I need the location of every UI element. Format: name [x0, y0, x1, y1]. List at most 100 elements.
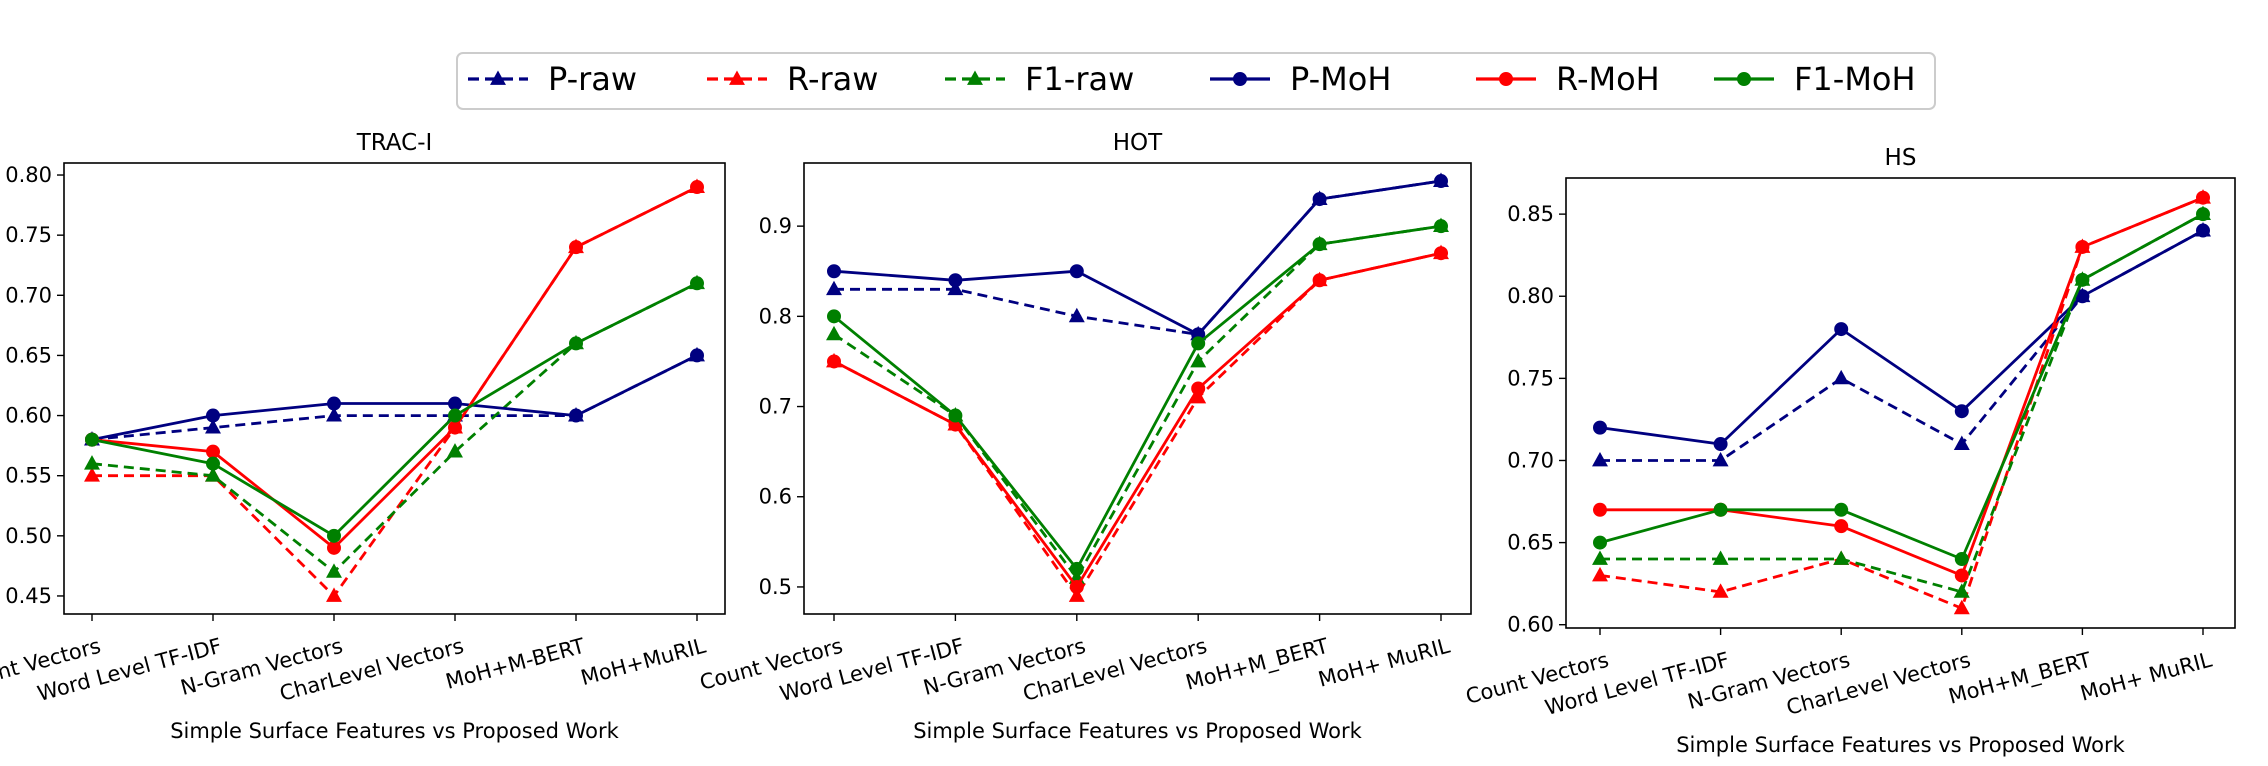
legend-label-r-raw: R-raw — [787, 60, 878, 98]
data-point-p-moh — [1954, 404, 1969, 419]
data-point-p-raw — [1833, 369, 1850, 385]
series-line-r-raw — [1599, 196, 2204, 610]
y-tick-label: 0.80 — [1507, 284, 1554, 308]
chart-title: TRAC-I — [356, 130, 433, 156]
data-point-f1-moh — [1954, 552, 1969, 567]
data-point-p-moh — [948, 273, 963, 288]
data-point-f1-raw — [826, 325, 842, 341]
y-tick-label: 0.75 — [1507, 366, 1554, 390]
data-point-f1-moh — [1834, 502, 1849, 517]
data-point-r-raw — [326, 587, 342, 602]
data-point-p-moh — [1713, 437, 1728, 452]
data-point-r-moh — [1834, 519, 1849, 534]
y-tick-label: 0.80 — [5, 163, 52, 187]
data-point-f1-raw — [1190, 352, 1207, 368]
data-point-f1-moh — [690, 276, 704, 291]
legend-marker-r-raw — [729, 70, 745, 85]
data-point-p-moh — [2196, 223, 2210, 238]
data-point-f1-moh — [2075, 272, 2090, 287]
data-point-p-raw — [1592, 451, 1608, 467]
legend-label-f1-raw: F1-raw — [1025, 60, 1134, 98]
data-point-r-moh — [569, 240, 583, 255]
plot-frame — [63, 162, 726, 615]
y-tick-label: 0.65 — [5, 343, 52, 367]
data-point-f1-moh — [827, 309, 841, 324]
y-tick-label: 0.8 — [759, 304, 792, 328]
data-point-f1-raw — [1953, 583, 1970, 598]
legend-label-p-raw: P-raw — [548, 60, 637, 98]
y-tick-label: 0.6 — [759, 485, 792, 509]
y-tick-label: 0.5 — [759, 575, 792, 599]
x-tick-label: MoH+M-BERT — [443, 634, 587, 694]
data-point-f1-moh — [2196, 207, 2210, 222]
plot-frame — [803, 162, 1472, 615]
y-tick-label: 0.60 — [5, 404, 52, 428]
data-point-r-moh — [1954, 568, 1969, 583]
legend-label-p-moh: P-MoH — [1290, 60, 1391, 98]
data-point-f1-moh — [327, 528, 341, 543]
x-tick-label: MoH+ MuRIL — [2078, 648, 2215, 706]
y-tick-label: 0.85 — [1507, 202, 1554, 226]
series-f1-raw — [84, 274, 705, 578]
series-line-p-moh — [91, 354, 698, 441]
y-tick-label: 0.45 — [5, 584, 52, 608]
series-f1-moh — [85, 276, 704, 543]
series-r-raw — [826, 244, 1449, 602]
series-f1-raw — [1592, 205, 2211, 598]
y-tick-label: 0.55 — [5, 464, 52, 488]
data-point-f1-moh — [206, 456, 220, 471]
series-line-p-moh — [833, 179, 1442, 336]
legend: P-raw R-raw F1-raw P-MoH R-MoH F1-MoH — [456, 52, 1936, 110]
y-tick-label: 0.75 — [5, 223, 52, 247]
series-line-p-raw — [1600, 229, 2204, 462]
series-line-p-raw — [834, 179, 1442, 336]
series-p-moh — [1593, 223, 2210, 452]
series-line-r-moh — [91, 185, 698, 550]
series-r-moh — [1593, 190, 2210, 583]
data-point-f1-moh — [1312, 237, 1327, 252]
data-point-p-raw — [205, 419, 221, 434]
data-point-p-raw — [1068, 307, 1085, 323]
data-point-r-moh — [206, 444, 220, 459]
series-line-p-moh — [1599, 229, 2204, 446]
y-tick-label: 0.50 — [5, 524, 52, 548]
data-point-f1-moh — [1434, 219, 1448, 234]
data-point-r-raw — [1068, 587, 1085, 602]
data-point-f1-raw — [1833, 550, 1850, 565]
legend-marker-r-moh — [1499, 72, 1513, 86]
data-point-p-raw — [1953, 435, 1970, 450]
y-tick-label: 0.60 — [1507, 613, 1554, 637]
data-point-f1-raw — [1712, 550, 1729, 565]
series-r-raw — [84, 178, 705, 602]
data-point-r-moh — [448, 420, 462, 435]
data-point-p-moh — [206, 408, 220, 423]
x-tick-label: MoH+MuRIL — [578, 634, 708, 690]
data-point-p-raw — [826, 280, 842, 296]
data-point-r-moh — [1434, 246, 1448, 261]
legend-marker-p-moh — [1233, 72, 1247, 86]
data-point-f1-moh — [448, 408, 462, 423]
data-point-r-moh — [1191, 381, 1206, 396]
series-line-p-raw — [91, 354, 698, 441]
x-axis-label: Simple Surface Features vs Proposed Work — [170, 719, 619, 743]
series-line-r-moh — [1600, 196, 2204, 577]
data-point-r-raw — [1953, 599, 1970, 615]
data-point-r-moh — [1593, 502, 1607, 517]
legend-marker-f1-moh — [1737, 72, 1751, 86]
y-tick-label: 0.7 — [759, 395, 792, 419]
data-point-p-moh — [690, 348, 704, 363]
series-line-f1-moh — [833, 224, 1442, 571]
series-p-raw — [826, 172, 1449, 341]
chart-title: HOT — [1113, 130, 1163, 156]
data-point-r-moh — [827, 354, 841, 369]
data-point-p-raw — [1712, 451, 1729, 467]
data-point-p-moh — [1593, 420, 1607, 435]
series-line-r-raw — [92, 185, 698, 598]
data-point-r-moh — [690, 180, 704, 195]
data-point-r-raw — [1712, 583, 1729, 598]
series-line-r-raw — [833, 251, 1442, 598]
